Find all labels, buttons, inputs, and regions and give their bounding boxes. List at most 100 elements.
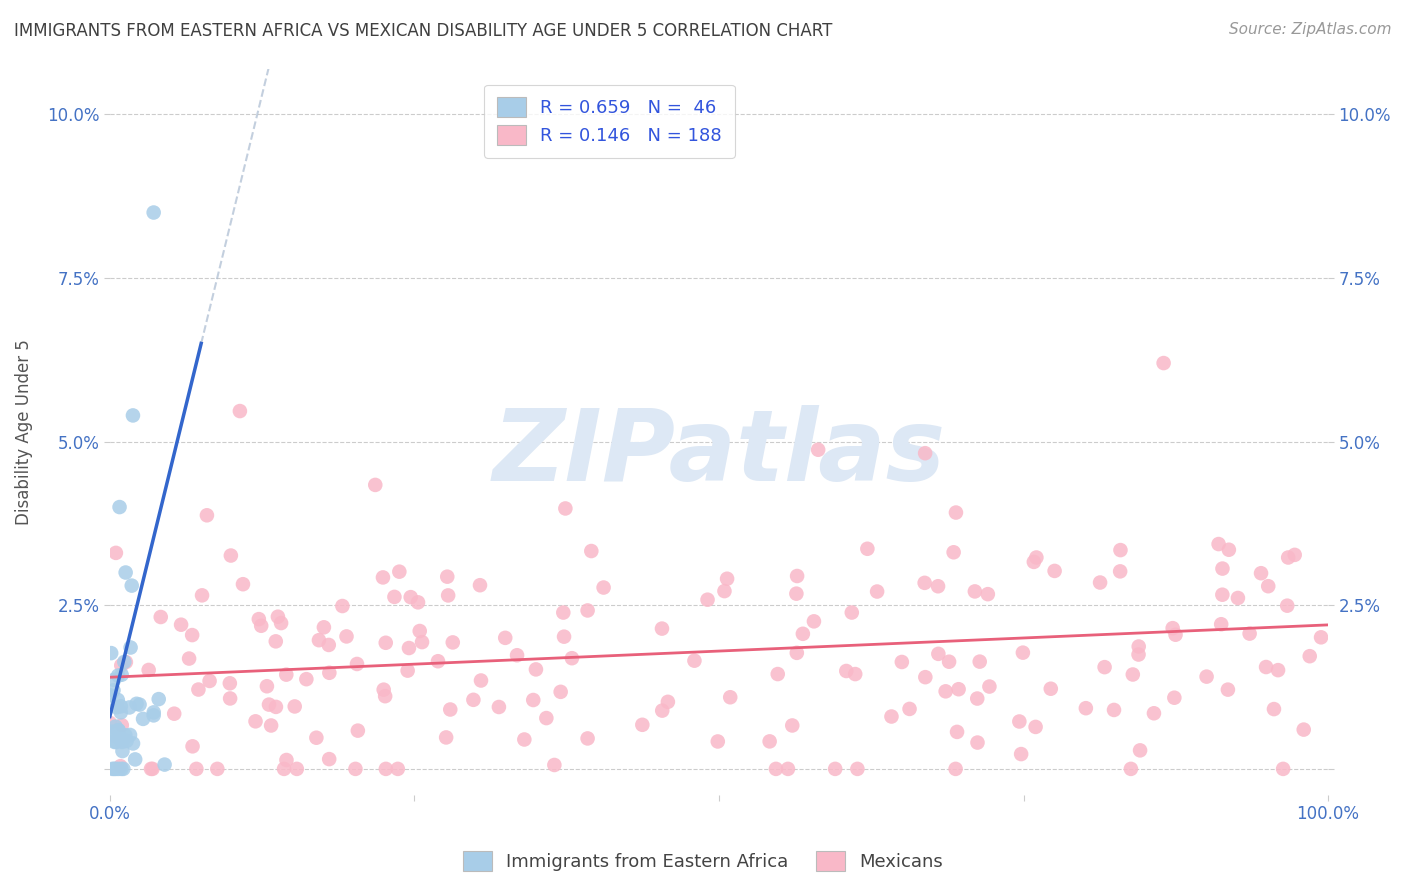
Point bbox=[1277, 599, 1299, 613]
Point bbox=[267, 609, 290, 624]
Point bbox=[120, 640, 142, 655]
Point bbox=[250, 619, 273, 633]
Point bbox=[550, 685, 572, 699]
Point bbox=[880, 709, 903, 723]
Point bbox=[1211, 588, 1233, 602]
Point bbox=[219, 691, 242, 706]
Point bbox=[122, 736, 145, 750]
Point bbox=[373, 682, 395, 697]
Point bbox=[105, 700, 128, 714]
Point bbox=[107, 668, 129, 682]
Point bbox=[463, 693, 485, 707]
Point bbox=[1310, 630, 1333, 644]
Point bbox=[439, 702, 461, 716]
Point bbox=[207, 762, 229, 776]
Point bbox=[866, 584, 889, 599]
Point bbox=[494, 631, 516, 645]
Point bbox=[1143, 706, 1166, 721]
Point bbox=[1208, 537, 1230, 551]
Point bbox=[138, 663, 160, 677]
Point bbox=[468, 578, 491, 592]
Point bbox=[181, 628, 204, 642]
Point bbox=[195, 508, 218, 523]
Y-axis label: Disability Age Under 5: Disability Age Under 5 bbox=[15, 339, 32, 524]
Point bbox=[170, 617, 193, 632]
Point bbox=[388, 565, 411, 579]
Point bbox=[1025, 720, 1047, 734]
Point bbox=[776, 762, 799, 776]
Point bbox=[371, 570, 394, 584]
Point bbox=[786, 569, 808, 583]
Point bbox=[1216, 682, 1239, 697]
Point bbox=[344, 762, 367, 776]
Point bbox=[1267, 663, 1289, 677]
Point bbox=[260, 718, 283, 732]
Point bbox=[103, 762, 125, 776]
Point bbox=[305, 731, 328, 745]
Point bbox=[966, 691, 988, 706]
Point bbox=[104, 762, 127, 776]
Point bbox=[758, 734, 780, 748]
Point bbox=[153, 757, 176, 772]
Point bbox=[108, 500, 131, 514]
Point bbox=[114, 566, 136, 580]
Point bbox=[111, 667, 134, 681]
Point bbox=[554, 501, 576, 516]
Point bbox=[1010, 747, 1032, 761]
Point bbox=[110, 658, 132, 673]
Point bbox=[835, 664, 858, 678]
Point bbox=[785, 587, 807, 601]
Point bbox=[766, 667, 789, 681]
Point bbox=[966, 735, 988, 749]
Point bbox=[98, 689, 121, 703]
Point bbox=[115, 734, 138, 748]
Point bbox=[101, 762, 124, 776]
Point bbox=[122, 409, 145, 423]
Point bbox=[105, 735, 128, 749]
Point bbox=[651, 704, 673, 718]
Point bbox=[332, 599, 354, 613]
Point bbox=[1122, 667, 1144, 681]
Point bbox=[1109, 543, 1132, 558]
Point bbox=[125, 697, 148, 711]
Text: Source: ZipAtlas.com: Source: ZipAtlas.com bbox=[1229, 22, 1392, 37]
Point bbox=[142, 706, 165, 720]
Point bbox=[1022, 555, 1045, 569]
Point bbox=[374, 762, 396, 776]
Point bbox=[318, 665, 340, 680]
Point bbox=[111, 735, 134, 749]
Point bbox=[434, 731, 457, 745]
Point bbox=[406, 595, 429, 609]
Point bbox=[553, 630, 575, 644]
Point bbox=[1129, 743, 1152, 757]
Point bbox=[112, 762, 135, 776]
Point bbox=[103, 735, 125, 749]
Point bbox=[914, 575, 936, 590]
Point bbox=[181, 739, 204, 754]
Point bbox=[553, 606, 575, 620]
Point bbox=[786, 646, 808, 660]
Point bbox=[1025, 550, 1047, 565]
Point bbox=[104, 720, 127, 734]
Point bbox=[264, 699, 287, 714]
Point bbox=[707, 734, 730, 748]
Point bbox=[1292, 723, 1315, 737]
Point bbox=[803, 615, 825, 629]
Point bbox=[110, 706, 132, 720]
Point bbox=[398, 640, 420, 655]
Point bbox=[977, 587, 1000, 601]
Point bbox=[110, 762, 132, 776]
Point bbox=[1277, 550, 1299, 565]
Point bbox=[264, 634, 287, 648]
Point bbox=[148, 692, 170, 706]
Point bbox=[1211, 561, 1233, 575]
Point bbox=[1257, 579, 1279, 593]
Point bbox=[1164, 628, 1187, 642]
Point bbox=[1272, 762, 1295, 776]
Text: ZIPatlas: ZIPatlas bbox=[492, 405, 945, 502]
Point bbox=[118, 728, 141, 742]
Point bbox=[347, 723, 370, 738]
Point bbox=[177, 651, 200, 665]
Point bbox=[1074, 701, 1097, 715]
Legend: Immigrants from Eastern Africa, Mexicans: Immigrants from Eastern Africa, Mexicans bbox=[456, 844, 950, 879]
